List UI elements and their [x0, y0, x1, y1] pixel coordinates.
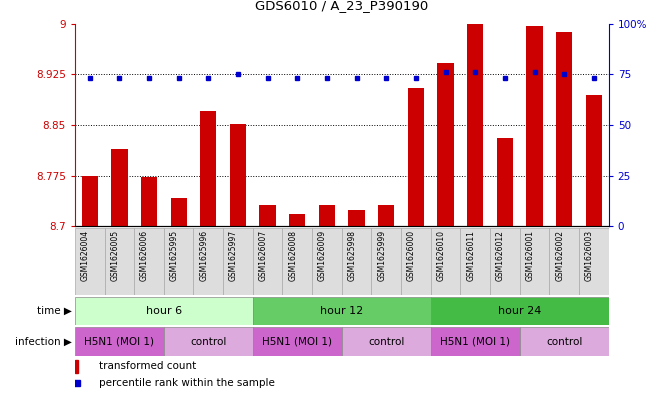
Bar	[253, 228, 283, 295]
Text: hour 12: hour 12	[320, 306, 363, 316]
Bar	[431, 297, 609, 325]
Bar	[342, 228, 372, 295]
Bar	[105, 228, 134, 295]
Bar	[431, 228, 460, 295]
Text: GSM1626000: GSM1626000	[407, 230, 416, 281]
Text: GSM1626002: GSM1626002	[555, 230, 564, 281]
Bar	[111, 149, 128, 226]
Text: GSM1625995: GSM1625995	[170, 230, 178, 281]
Text: GSM1625997: GSM1625997	[229, 230, 238, 281]
Text: control: control	[190, 336, 227, 347]
Text: GSM1626010: GSM1626010	[437, 230, 445, 281]
Bar	[490, 228, 519, 295]
Bar	[223, 228, 253, 295]
Bar	[75, 360, 78, 373]
Text: GSM1626005: GSM1626005	[111, 230, 119, 281]
Text: GSM1626001: GSM1626001	[525, 230, 534, 281]
Text: GSM1626011: GSM1626011	[466, 230, 475, 281]
Bar	[378, 206, 395, 226]
Text: GSM1626006: GSM1626006	[140, 230, 149, 281]
Bar	[75, 327, 164, 356]
Bar	[467, 24, 484, 226]
Text: GSM1626008: GSM1626008	[288, 230, 298, 281]
Bar	[193, 228, 223, 295]
Text: GSM1626009: GSM1626009	[318, 230, 327, 281]
Bar	[579, 228, 609, 295]
Text: GSM1625998: GSM1625998	[348, 230, 357, 281]
Bar	[527, 26, 543, 226]
Bar	[586, 95, 602, 226]
Text: infection ▶: infection ▶	[15, 336, 72, 347]
Bar	[519, 327, 609, 356]
Bar	[260, 206, 276, 226]
Text: transformed count: transformed count	[99, 361, 196, 371]
Text: H5N1 (MOI 1): H5N1 (MOI 1)	[440, 336, 510, 347]
Bar	[437, 63, 454, 226]
Bar	[253, 297, 431, 325]
Text: GSM1626003: GSM1626003	[585, 230, 594, 281]
Bar	[519, 228, 549, 295]
Text: control: control	[368, 336, 404, 347]
Bar	[230, 124, 246, 226]
Bar	[312, 228, 342, 295]
Bar	[81, 176, 98, 226]
Bar	[134, 228, 164, 295]
Bar	[431, 327, 519, 356]
Bar	[75, 228, 105, 295]
Text: H5N1 (MOI 1): H5N1 (MOI 1)	[262, 336, 332, 347]
Text: GSM1626012: GSM1626012	[496, 230, 505, 281]
Bar	[408, 88, 424, 226]
Bar	[401, 228, 431, 295]
Bar	[141, 177, 157, 226]
Text: hour 6: hour 6	[146, 306, 182, 316]
Bar	[253, 327, 342, 356]
Bar	[372, 228, 401, 295]
Text: hour 24: hour 24	[498, 306, 542, 316]
Bar	[497, 138, 513, 226]
Text: GSM1625996: GSM1625996	[199, 230, 208, 281]
Text: percentile rank within the sample: percentile rank within the sample	[99, 378, 275, 387]
Bar	[348, 210, 365, 226]
Bar	[549, 228, 579, 295]
Text: GSM1626007: GSM1626007	[258, 230, 268, 281]
Bar	[289, 214, 305, 226]
Bar	[200, 112, 217, 226]
Text: time ▶: time ▶	[36, 306, 72, 316]
Text: GDS6010 / A_23_P390190: GDS6010 / A_23_P390190	[255, 0, 428, 13]
Bar	[556, 32, 572, 226]
Bar	[283, 228, 312, 295]
Bar	[460, 228, 490, 295]
Bar	[164, 327, 253, 356]
Bar	[75, 297, 253, 325]
Bar	[342, 327, 431, 356]
Bar	[319, 206, 335, 226]
Text: control: control	[546, 336, 583, 347]
Text: GSM1626004: GSM1626004	[81, 230, 90, 281]
Text: GSM1625999: GSM1625999	[378, 230, 386, 281]
Bar	[171, 198, 187, 226]
Text: H5N1 (MOI 1): H5N1 (MOI 1)	[85, 336, 154, 347]
Bar	[164, 228, 193, 295]
